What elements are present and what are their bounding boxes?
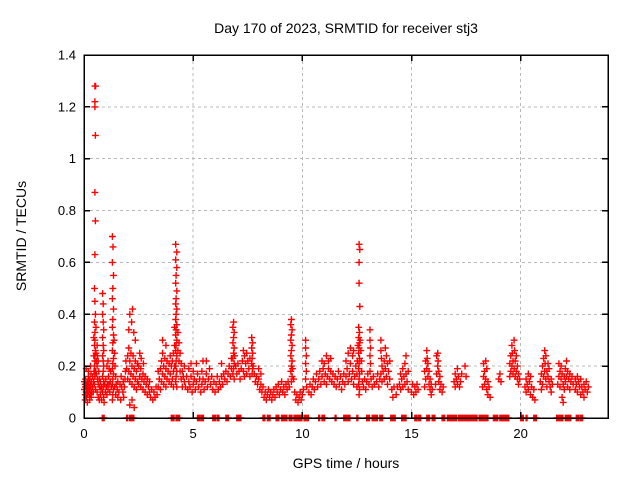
x-axis-label: GPS time / hours — [292, 455, 400, 471]
x-tick-label: 10 — [295, 426, 309, 441]
x-tick-label: 0 — [80, 426, 87, 441]
y-tick-label: 0 — [69, 411, 76, 426]
x-tick-label: 15 — [404, 426, 418, 441]
y-tick-labels: 0 0.2 0.4 0.6 0.8 1 1.2 1.4 — [58, 48, 76, 426]
y-tick-label: 1 — [69, 151, 76, 166]
plot-border — [83, 54, 609, 419]
chart-title: Day 170 of 2023, SRMTID for receiver stj… — [214, 20, 478, 36]
grid-lines — [84, 55, 608, 418]
y-tick-label: 0.8 — [58, 203, 76, 218]
x-tick-labels: 0 5 10 15 20 — [80, 426, 528, 441]
y-tick-label: 0.4 — [58, 307, 76, 322]
y-tick-label: 1.2 — [58, 99, 76, 114]
x-tick-label: 5 — [190, 426, 197, 441]
data-points-path — [81, 82, 592, 422]
y-tick-label: 1.4 — [58, 48, 76, 63]
x-tick-label: 20 — [513, 426, 527, 441]
y-tick-label: 0.2 — [58, 359, 76, 374]
axis-ticks — [83, 54, 608, 419]
y-tick-label: 0.6 — [58, 255, 76, 270]
data-points — [81, 82, 592, 422]
